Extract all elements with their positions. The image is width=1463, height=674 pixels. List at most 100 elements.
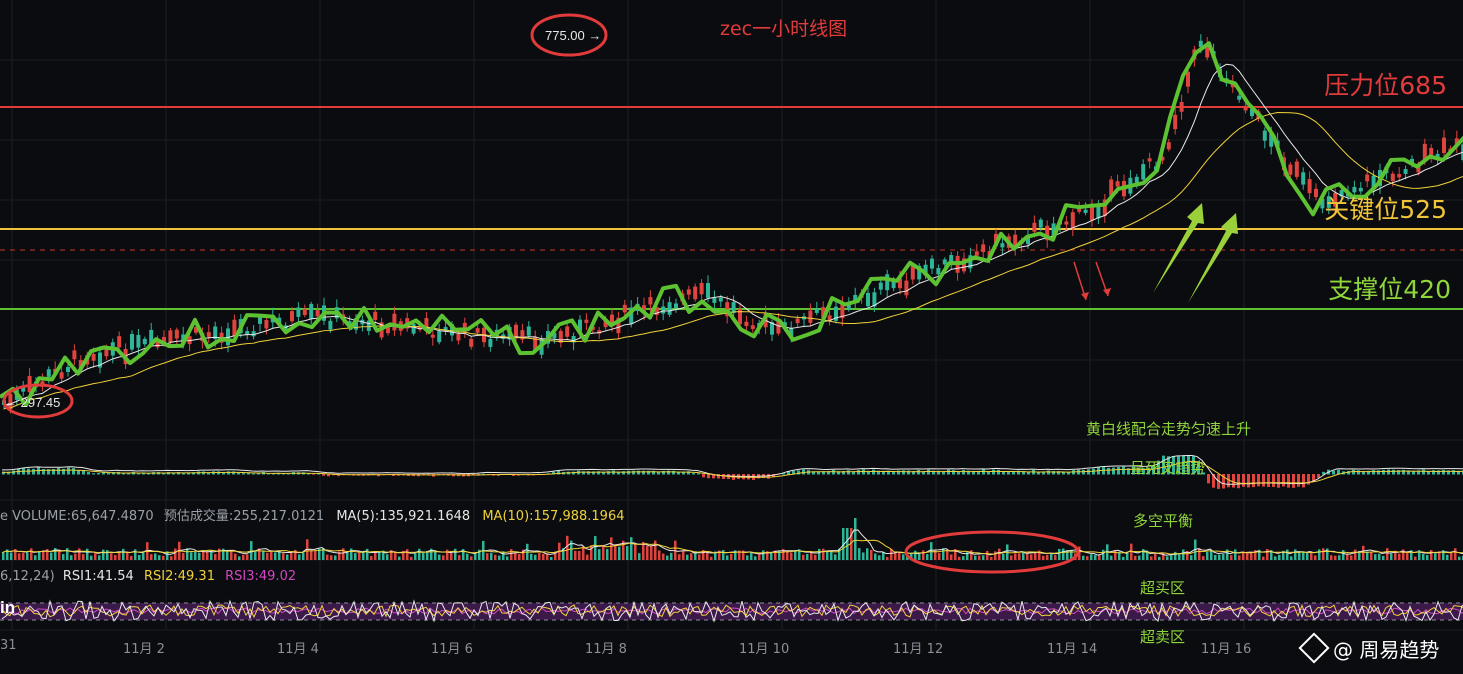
candle [674,303,678,309]
volume-bar [1150,556,1153,560]
volume-bar [1198,548,1201,560]
level-label-support: 支撑位420 [1328,275,1451,304]
candle [930,258,934,269]
macd-bar [672,470,675,475]
macd-bar [482,473,485,475]
volume-bar [2,552,5,560]
candle [1429,147,1434,157]
volume-bar [1102,549,1105,560]
volume-bar [714,551,717,560]
macd-bar [632,470,635,475]
macd-bar [1192,455,1195,475]
macd-bar [1187,455,1190,475]
candle [686,289,691,295]
volume-bar [1318,549,1321,560]
candle [1442,137,1446,153]
volume-bar [966,552,969,560]
volume-bar [226,550,229,560]
macd-bar [82,470,85,475]
volume-bar [810,552,813,560]
candle [795,318,800,324]
candle [226,328,230,346]
volume-bar [302,552,305,560]
volume-bar [1042,555,1045,560]
volume-bar [1446,554,1449,560]
volume-bar [890,549,893,560]
volume-bar [722,550,725,560]
volume-bar [50,552,53,560]
macd-bar [687,471,690,475]
candle [834,306,838,321]
macd-bar [1027,471,1030,475]
volume-ma5: MA(5):135,921.1648 [336,509,471,524]
volume-bar [270,551,273,560]
candle [1173,114,1178,130]
volume-bar [1170,554,1173,560]
volume-bar [826,550,829,560]
volume-bar [326,554,329,560]
macd-bar [1007,471,1010,475]
candle [1262,130,1267,141]
volume-bar [294,549,297,560]
macd-bar [872,469,875,475]
macd-bar [1017,470,1020,475]
candle [1333,192,1338,207]
macd-bar [837,471,840,475]
macd-bar [67,467,70,475]
volume-bar [1294,549,1297,560]
x-tick-label: 11月 10 [739,642,790,657]
macd-bar [312,474,315,475]
volume-bar [1362,545,1365,560]
volume-bar [650,545,653,560]
volume-bar [1110,555,1113,560]
candle [654,307,659,315]
candle [891,281,896,289]
volume-bar [1178,554,1181,560]
volume-bar [86,548,89,560]
macd-bar [1122,466,1125,475]
volume-bar [734,550,737,560]
x-tick-label: 11月 16 [1201,642,1252,657]
candle [1339,190,1344,197]
volume-bar [822,548,825,560]
volume-bar [654,540,657,560]
volume-ma10: MA(10):157,988.1964 [482,509,625,524]
volume-bar [1366,551,1369,560]
macd-bar [1402,469,1405,475]
volume-bar [1082,555,1085,560]
volume-bar [606,548,609,560]
low-price-marker: ← 297.45 [4,395,61,410]
volume-bar [1146,550,1149,560]
candle [245,331,250,335]
volume-bar [982,555,985,560]
candle [565,326,570,337]
candle [46,369,51,377]
candle [1269,133,1274,147]
candle [1198,40,1203,48]
macd-bar [232,471,235,475]
volume-bar [434,551,437,560]
candle [437,331,442,343]
candle [814,308,819,313]
candle [942,259,947,265]
volume-bar [486,553,489,560]
macd-bar [617,471,620,475]
candle [981,244,986,253]
volume-bar [578,550,581,560]
volume-bar [1126,552,1129,560]
volume-bar [126,551,129,560]
candle [72,350,77,360]
volume-bar [1210,549,1213,560]
macd-bar [937,470,940,475]
volume-bar [198,552,201,560]
macd-bar [802,469,805,475]
volume-bar [174,548,177,560]
macd-bar [1317,474,1320,478]
volume-bar [1358,550,1361,560]
macd-bar [917,469,920,475]
macd-bar [927,469,930,475]
candle [411,323,416,334]
macd-bar [892,471,895,475]
macd-bar [1247,474,1250,488]
down-arrowhead [1103,288,1111,296]
